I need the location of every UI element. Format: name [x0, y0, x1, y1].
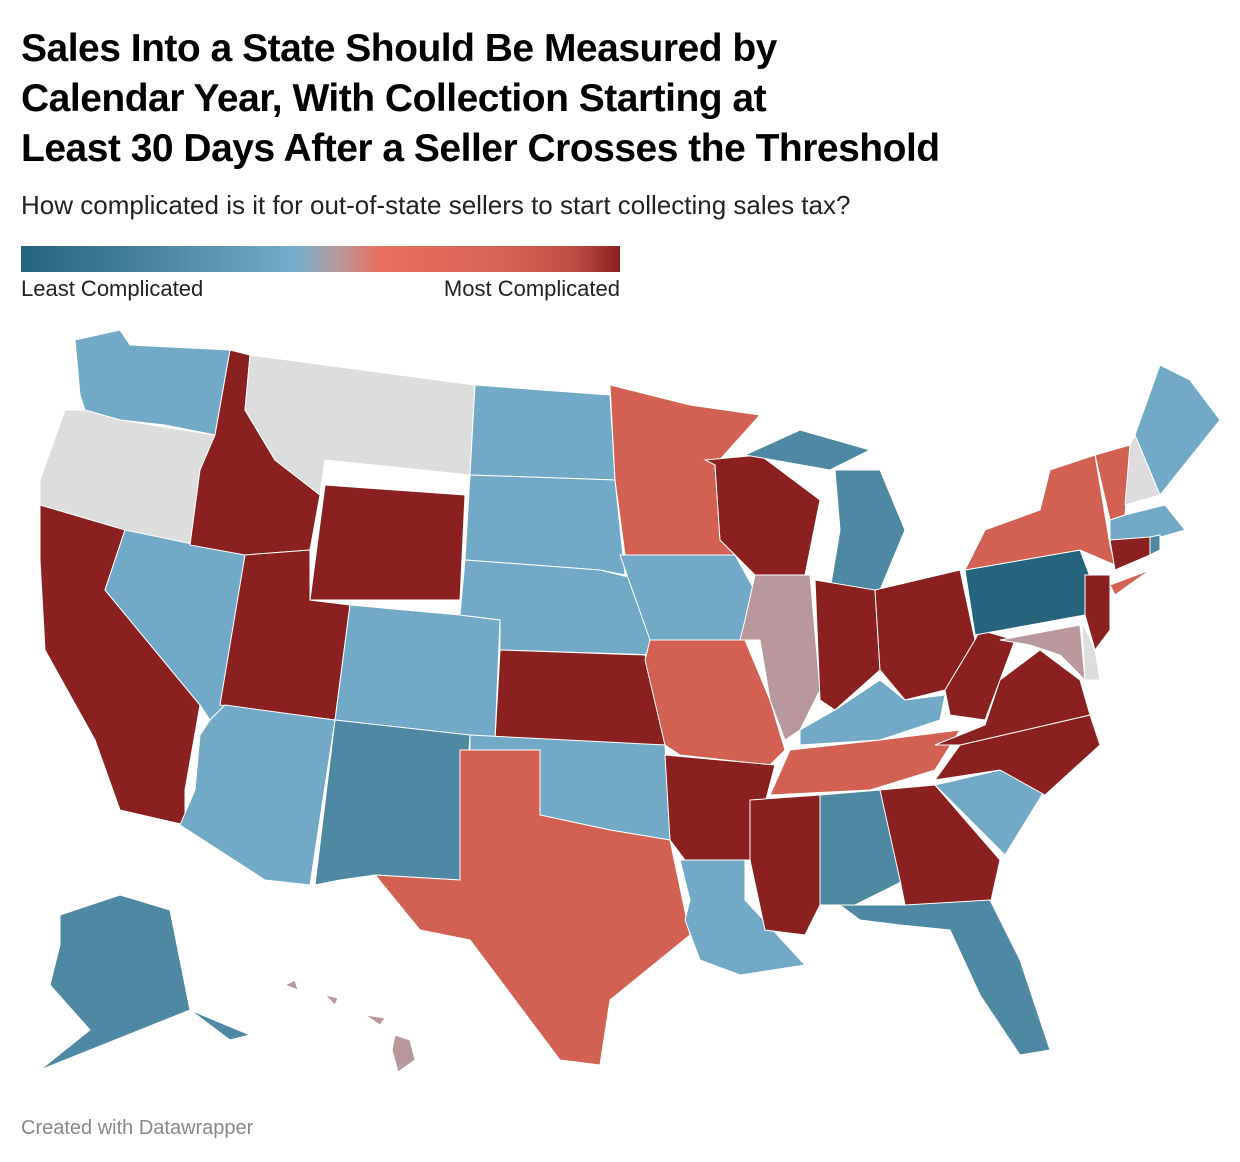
- state-wy[interactable]: [309, 484, 466, 601]
- footer-credit: Created with Datawrapper: [21, 1117, 254, 1139]
- state-va[interactable]: [934, 649, 1091, 746]
- state-de[interactable]: [1081, 621, 1101, 681]
- state-shape[interactable]: [999, 624, 1086, 682]
- state-al[interactable]: [819, 789, 906, 906]
- state-shape[interactable]: [469, 384, 616, 481]
- state-fl[interactable]: [838, 899, 1051, 1056]
- state-shape[interactable]: [799, 679, 946, 746]
- state-nd[interactable]: [469, 384, 616, 481]
- state-ri[interactable]: [1149, 534, 1161, 556]
- state-shape[interactable]: [334, 604, 501, 741]
- state-me[interactable]: [1134, 364, 1221, 496]
- state-shape[interactable]: [1084, 574, 1111, 652]
- state-nm[interactable]: [314, 719, 471, 886]
- state-shape[interactable]: [179, 704, 336, 886]
- state-co[interactable]: [334, 604, 501, 741]
- state-shape[interactable]: [749, 794, 821, 936]
- state-shape[interactable]: [314, 719, 471, 886]
- state-shape[interactable]: [769, 729, 961, 796]
- color-legend-gradient: [21, 246, 620, 272]
- chart-subtitle: How complicated is it for out-of-state s…: [21, 190, 851, 220]
- state-nj[interactable]: [1084, 574, 1111, 652]
- state-shape[interactable]: [373, 749, 691, 1066]
- state-ct[interactable]: [1109, 536, 1151, 571]
- legend-low-label: Least Complicated: [21, 276, 204, 301]
- state-shape[interactable]: [1109, 536, 1151, 571]
- state-shape[interactable]: [364, 1014, 386, 1026]
- state-shape[interactable]: [464, 474, 626, 576]
- state-shape[interactable]: [814, 579, 881, 711]
- state-il[interactable]: [739, 574, 821, 741]
- state-shape[interactable]: [829, 469, 906, 591]
- state-ny[interactable]: [964, 454, 1151, 596]
- state-md[interactable]: [999, 624, 1086, 682]
- state-wv[interactable]: [944, 629, 1016, 721]
- state-in[interactable]: [814, 579, 881, 711]
- state-hi[interactable]: [283, 979, 416, 1073]
- state-shape[interactable]: [819, 789, 906, 906]
- state-shape[interactable]: [934, 649, 1091, 746]
- state-shape[interactable]: [838, 899, 1051, 1056]
- state-la[interactable]: [679, 859, 807, 976]
- state-shape[interactable]: [743, 429, 872, 471]
- state-shape[interactable]: [944, 629, 1016, 721]
- state-shape[interactable]: [494, 649, 666, 746]
- state-tn[interactable]: [769, 729, 961, 796]
- state-shape[interactable]: [1081, 621, 1101, 681]
- state-az[interactable]: [179, 704, 336, 886]
- legend-high-label: Most Complicated: [443, 276, 620, 301]
- state-sd[interactable]: [464, 474, 626, 576]
- state-shape[interactable]: [1109, 569, 1151, 596]
- state-ky[interactable]: [799, 679, 946, 746]
- state-ks[interactable]: [494, 649, 666, 746]
- state-shape[interactable]: [391, 1034, 416, 1073]
- state-shape[interactable]: [679, 859, 807, 976]
- state-shape[interactable]: [39, 894, 252, 1071]
- state-ms[interactable]: [749, 794, 821, 936]
- state-shape[interactable]: [323, 994, 339, 1006]
- state-mi[interactable]: [743, 429, 906, 591]
- state-shape[interactable]: [283, 979, 299, 991]
- state-shape[interactable]: [309, 484, 466, 601]
- state-shape[interactable]: [1134, 364, 1221, 496]
- state-shape[interactable]: [964, 454, 1116, 571]
- state-tx[interactable]: [373, 749, 691, 1066]
- state-shape[interactable]: [1149, 534, 1161, 556]
- chart-title: Sales Into a State Should Be Measured by…: [21, 27, 940, 170]
- state-ak[interactable]: [39, 894, 252, 1071]
- state-shape[interactable]: [739, 574, 821, 741]
